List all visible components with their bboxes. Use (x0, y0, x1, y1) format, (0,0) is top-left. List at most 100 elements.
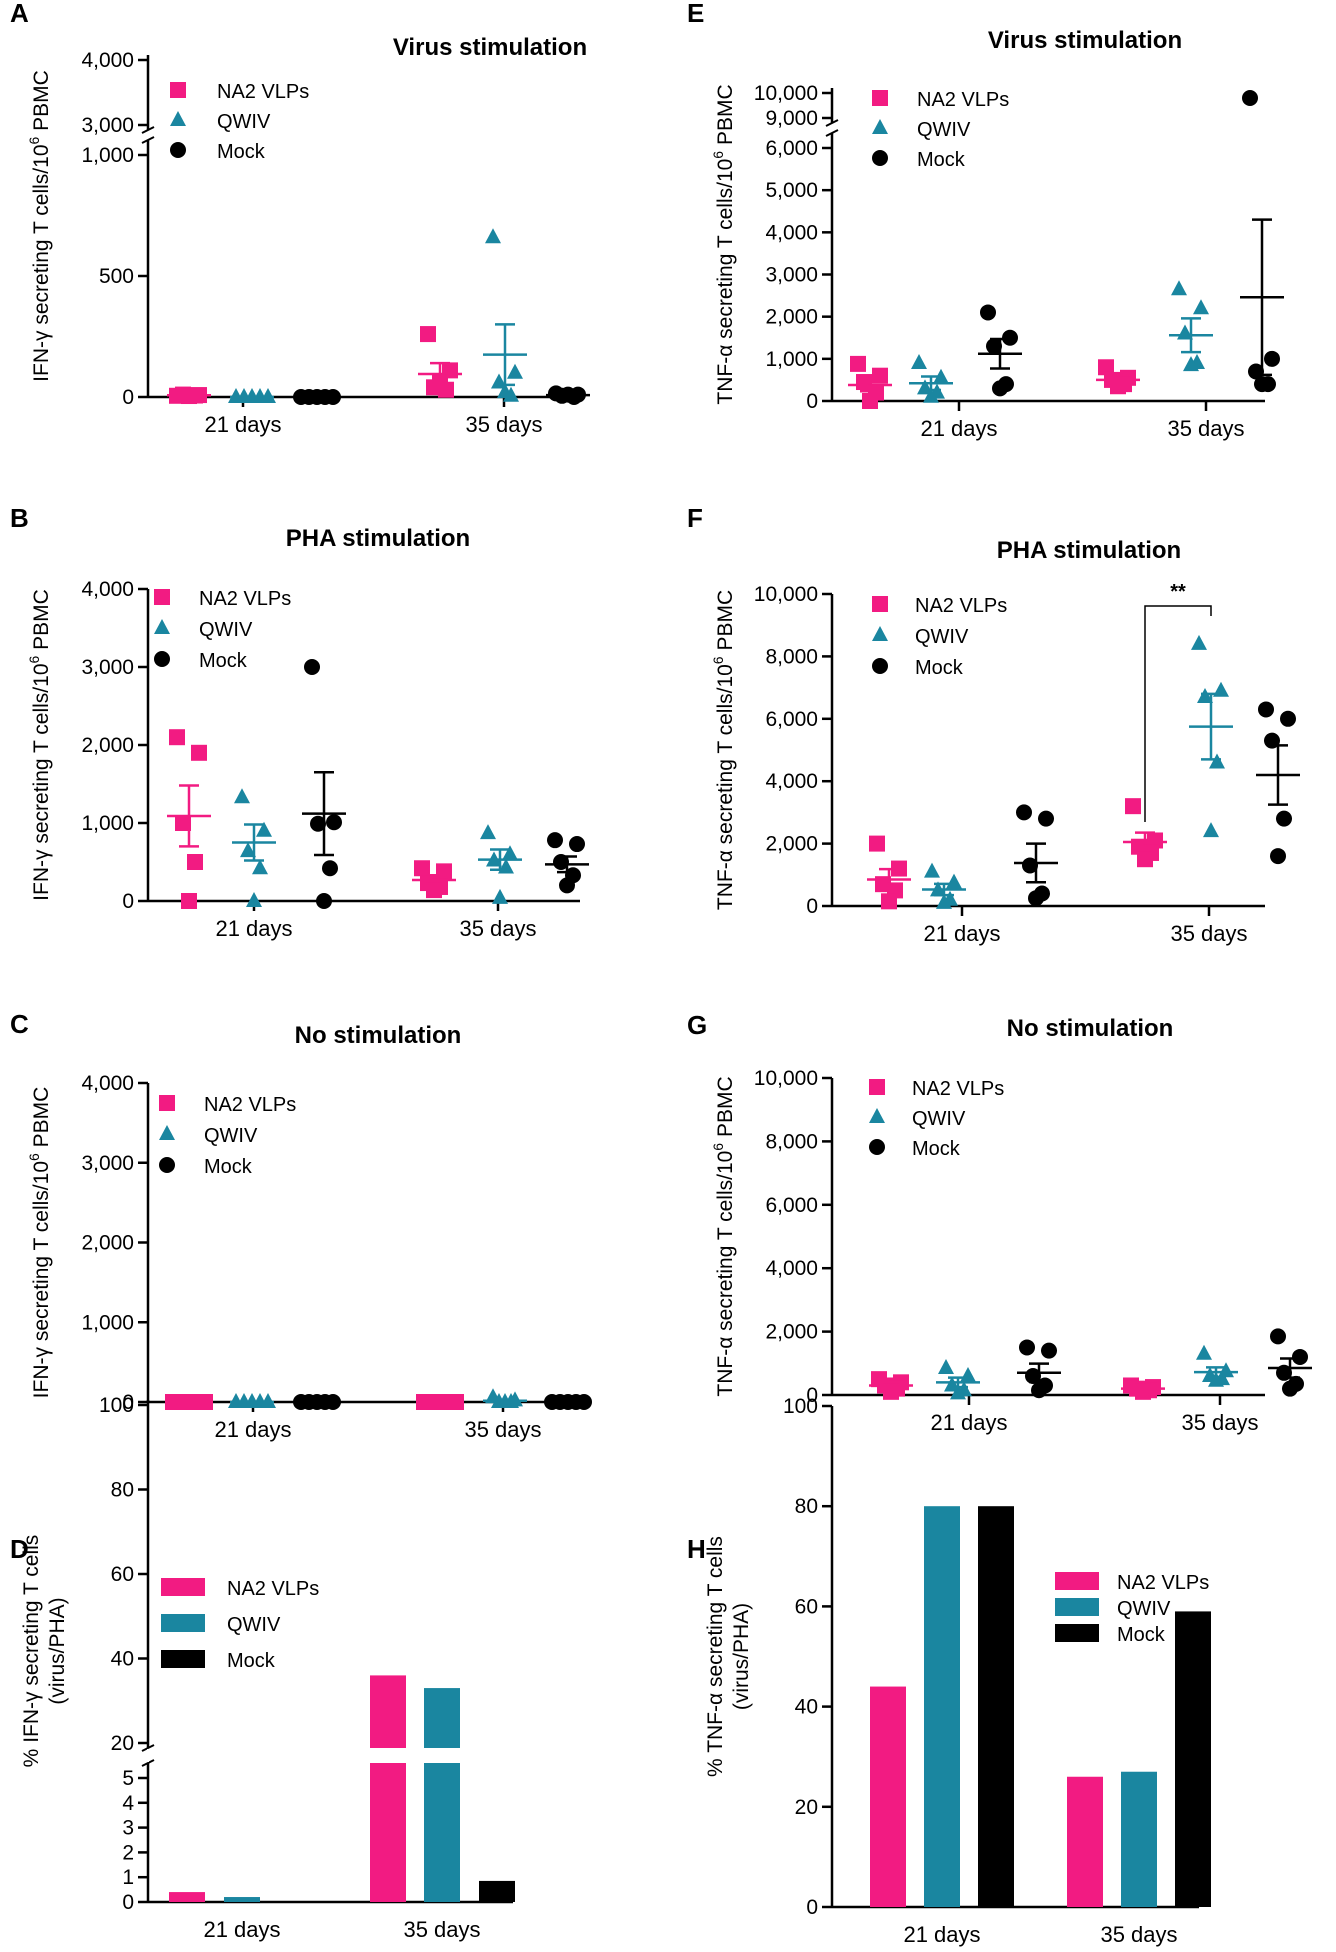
y-axis-title-main: IFN-γ secreting T cells/10 (30, 1161, 53, 1398)
y-tick-label: 2,000 (81, 734, 134, 757)
y-tick-label: 1,000 (81, 812, 134, 835)
data-point (502, 845, 518, 861)
y-tick-label: 6,000 (765, 708, 818, 731)
data-point (960, 1366, 976, 1382)
legend-marker (872, 150, 888, 166)
chart-panel-a: A Virus stimulation 0 500 1,000 3,000 4,000 IFN… (10, 0, 590, 437)
y-tick-label: 60 (111, 1563, 134, 1586)
y-tick-label: 60 (795, 1595, 818, 1618)
data-point (486, 851, 502, 867)
y-tick-label: 10,000 (754, 1067, 818, 1090)
data-point (181, 388, 197, 405)
data-point (497, 1393, 513, 1408)
legend-swatch (161, 1614, 205, 1632)
chart-title: No stimulation (1007, 1015, 1174, 1042)
data-point (1276, 1364, 1292, 1381)
y-tick-label: 10,000 (754, 583, 818, 606)
legend-marker (872, 119, 888, 134)
y-axis-title-main: TNF-α secreting T cells/10 (714, 159, 737, 405)
x-category-label: 35 days (465, 412, 542, 437)
x-category-label: 21 days (930, 1410, 1007, 1435)
y-tick-label: 3 (122, 1817, 134, 1840)
data-point (1264, 732, 1280, 749)
chart-panel-f: F PHA stimulation 0 2,000 4,000 6,000 8,000 10,… (687, 503, 1300, 946)
data-point (862, 393, 878, 409)
y-axis-title: % IFN-γ secreting T cells (virus/PHA) (20, 1535, 69, 1768)
series-group (418, 326, 462, 398)
axis-break-mark (141, 136, 155, 144)
legend-label: Mock (199, 650, 248, 672)
y-tick-label: 40 (111, 1648, 134, 1671)
series-group (936, 1359, 980, 1400)
bar (1121, 1771, 1157, 1907)
axis-break-mark (141, 126, 155, 134)
data-point (442, 362, 458, 379)
chart-panel-c: C No stimulation 0 1,000 2,000 3,000 4,000 IFN-… (10, 1009, 592, 1442)
legend-marker (159, 1157, 175, 1173)
series-group (1240, 90, 1284, 393)
y-tick-label: 3,000 (81, 114, 134, 137)
y-tick-label: 3,000 (765, 264, 818, 287)
panel-letter: E (687, 0, 704, 28)
panel-letter: G (687, 1010, 707, 1040)
x-category-label: 21 days (214, 1417, 291, 1442)
legend-label: QWIV (915, 626, 969, 648)
legend-label: Mock (227, 1650, 276, 1672)
data-point (933, 368, 949, 384)
data-point (992, 380, 1008, 397)
y-tick-label: 5 (122, 1767, 134, 1790)
chart-panel-e: E Virus stimulation 0 1,000 2,000 3,000 4,000 5… (687, 0, 1284, 441)
data-point (1242, 90, 1258, 106)
data-point (1147, 832, 1163, 849)
x-category-label: 35 days (1167, 416, 1244, 441)
y-tick-label: 4,000 (765, 221, 818, 244)
legend-marker (154, 619, 170, 634)
x-category-label: 21 days (920, 416, 997, 441)
data-point (1022, 857, 1038, 874)
y-tick-label: 5,000 (765, 179, 818, 202)
legend-label: Mock (912, 1138, 961, 1160)
legend-label: NA2 VLPs (217, 81, 309, 103)
series-group (1123, 798, 1167, 868)
x-category-label: 35 days (464, 1417, 541, 1442)
legend-label: NA2 VLPs (227, 1578, 319, 1600)
y-tick-label: 500 (99, 265, 134, 288)
series-group (1268, 1328, 1312, 1397)
legend-marker (872, 658, 888, 674)
data-point (1197, 687, 1213, 703)
legend-label: QWIV (912, 1108, 966, 1130)
y-tick-label: 4,000 (81, 1072, 134, 1095)
data-point (559, 877, 575, 894)
data-point (850, 355, 866, 372)
data-point (938, 1359, 954, 1375)
y-tick-label: 100 (783, 1395, 818, 1418)
legend-label: NA2 VLPs (199, 588, 291, 610)
bar-break-gap (422, 1748, 462, 1763)
series-group (1014, 804, 1058, 907)
series-group (165, 1394, 213, 1410)
panel-letter: B (10, 503, 29, 533)
data-point (986, 338, 1002, 355)
bar (924, 1506, 960, 1907)
series-group (1121, 1377, 1165, 1400)
x-category-label: 35 days (459, 916, 536, 941)
axis-break-mark (825, 129, 839, 137)
series-group (546, 385, 590, 405)
legend-marker (872, 90, 888, 106)
data-point (1208, 1371, 1224, 1387)
chart-title: PHA stimulation (997, 537, 1181, 564)
x-category-label: 21 days (923, 921, 1000, 946)
data-point (1264, 350, 1280, 367)
legend-label: NA2 VLPs (204, 1094, 296, 1116)
y-tick-label: 1 (122, 1866, 134, 1889)
data-point (1019, 1339, 1035, 1356)
bar (370, 1675, 406, 1902)
data-point (1280, 710, 1296, 727)
series-group (228, 1393, 276, 1408)
data-point (492, 888, 508, 904)
data-point (197, 1394, 213, 1410)
series-group (848, 355, 892, 409)
data-point (252, 859, 268, 875)
